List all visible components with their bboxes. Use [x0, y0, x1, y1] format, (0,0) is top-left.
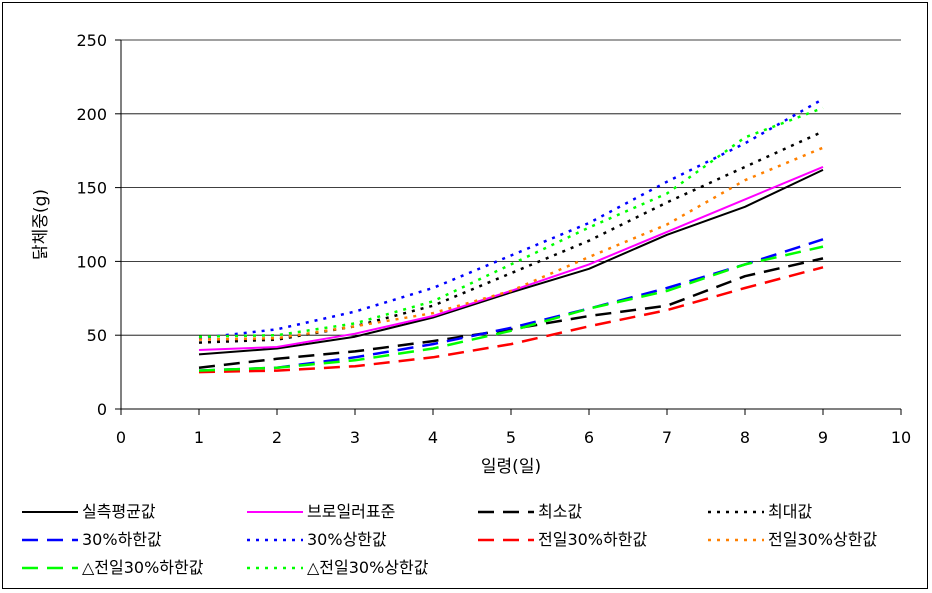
x-tick-labels: 0 1 2 3 4 5 6 7 8 9 10 — [116, 409, 911, 447]
y-tick-label: 200 — [76, 105, 107, 124]
x-tick-label: 2 — [272, 428, 282, 447]
legend-label: 브로일러표준 — [307, 502, 395, 521]
legend-label: △전일30%상한값 — [307, 558, 429, 577]
legend-item-3: 최대값 — [708, 502, 812, 521]
x-tick-label: 4 — [428, 428, 438, 447]
legend-label: 30%하한값 — [82, 530, 162, 549]
legend-item-0: 실측평균값 — [22, 502, 156, 521]
y-tick-labels: 0 50 100 150 200 250 — [76, 31, 121, 419]
series-line-5 — [198, 97, 824, 340]
legend-item-4: 30%하한값 — [22, 530, 162, 549]
x-tick-label: 10 — [891, 428, 911, 447]
legend-label: 실측평균값 — [82, 502, 156, 521]
legend-label: △전일30%하한값 — [82, 558, 204, 577]
series-line-0 — [198, 168, 824, 356]
legend: 실측평균값 브로일러표준 최소값 최대값 30%하한값 30%상한값 전일30%하한값 전일3… — [22, 502, 877, 577]
x-tick-label: 3 — [350, 428, 360, 447]
x-tick-label: 8 — [740, 428, 750, 447]
y-tick-label: 50 — [87, 326, 107, 345]
x-tick-label: 0 — [116, 428, 126, 447]
x-tick-label: 6 — [584, 428, 594, 447]
series-line-3 — [198, 130, 824, 344]
gridlines — [121, 39, 901, 336]
y-tick-label: 100 — [76, 252, 107, 271]
legend-item-2: 최소값 — [478, 502, 582, 521]
x-tick-label: 5 — [506, 428, 516, 447]
series-lines — [198, 97, 824, 374]
axes — [120, 40, 901, 410]
legend-item-5: 30%상한값 — [247, 530, 387, 549]
y-tick-label: 150 — [76, 179, 107, 198]
legend-item-6: 전일30%하한값 — [478, 530, 647, 549]
legend-label: 전일30%하한값 — [538, 530, 647, 549]
series-line-2 — [198, 257, 824, 369]
x-tick-label: 1 — [194, 428, 204, 447]
legend-label: 최대값 — [768, 502, 812, 521]
x-axis-title: 일령(일) — [481, 457, 541, 477]
legend-label: 30%상한값 — [307, 530, 387, 549]
legend-item-8: △전일30%하한값 — [22, 558, 204, 577]
series-line-6 — [198, 266, 824, 374]
x-tick-label: 9 — [818, 428, 828, 447]
series-line-8 — [198, 245, 824, 372]
series-line-4 — [198, 238, 824, 372]
legend-item-9: △전일30%상한값 — [247, 558, 429, 577]
series-line-9 — [198, 106, 824, 338]
legend-label: 최소값 — [538, 502, 582, 521]
series-line-1 — [198, 165, 824, 351]
y-axis-title: 닭체중(g) — [31, 189, 51, 260]
legend-item-1: 브로일러표준 — [247, 502, 395, 521]
legend-item-7: 전일30%상한값 — [708, 530, 877, 549]
x-tick-label: 7 — [662, 428, 672, 447]
legend-label: 전일30%상한값 — [768, 530, 877, 549]
y-tick-label: 0 — [97, 400, 107, 419]
y-tick-label: 250 — [76, 31, 107, 50]
series-line-7 — [198, 146, 824, 341]
